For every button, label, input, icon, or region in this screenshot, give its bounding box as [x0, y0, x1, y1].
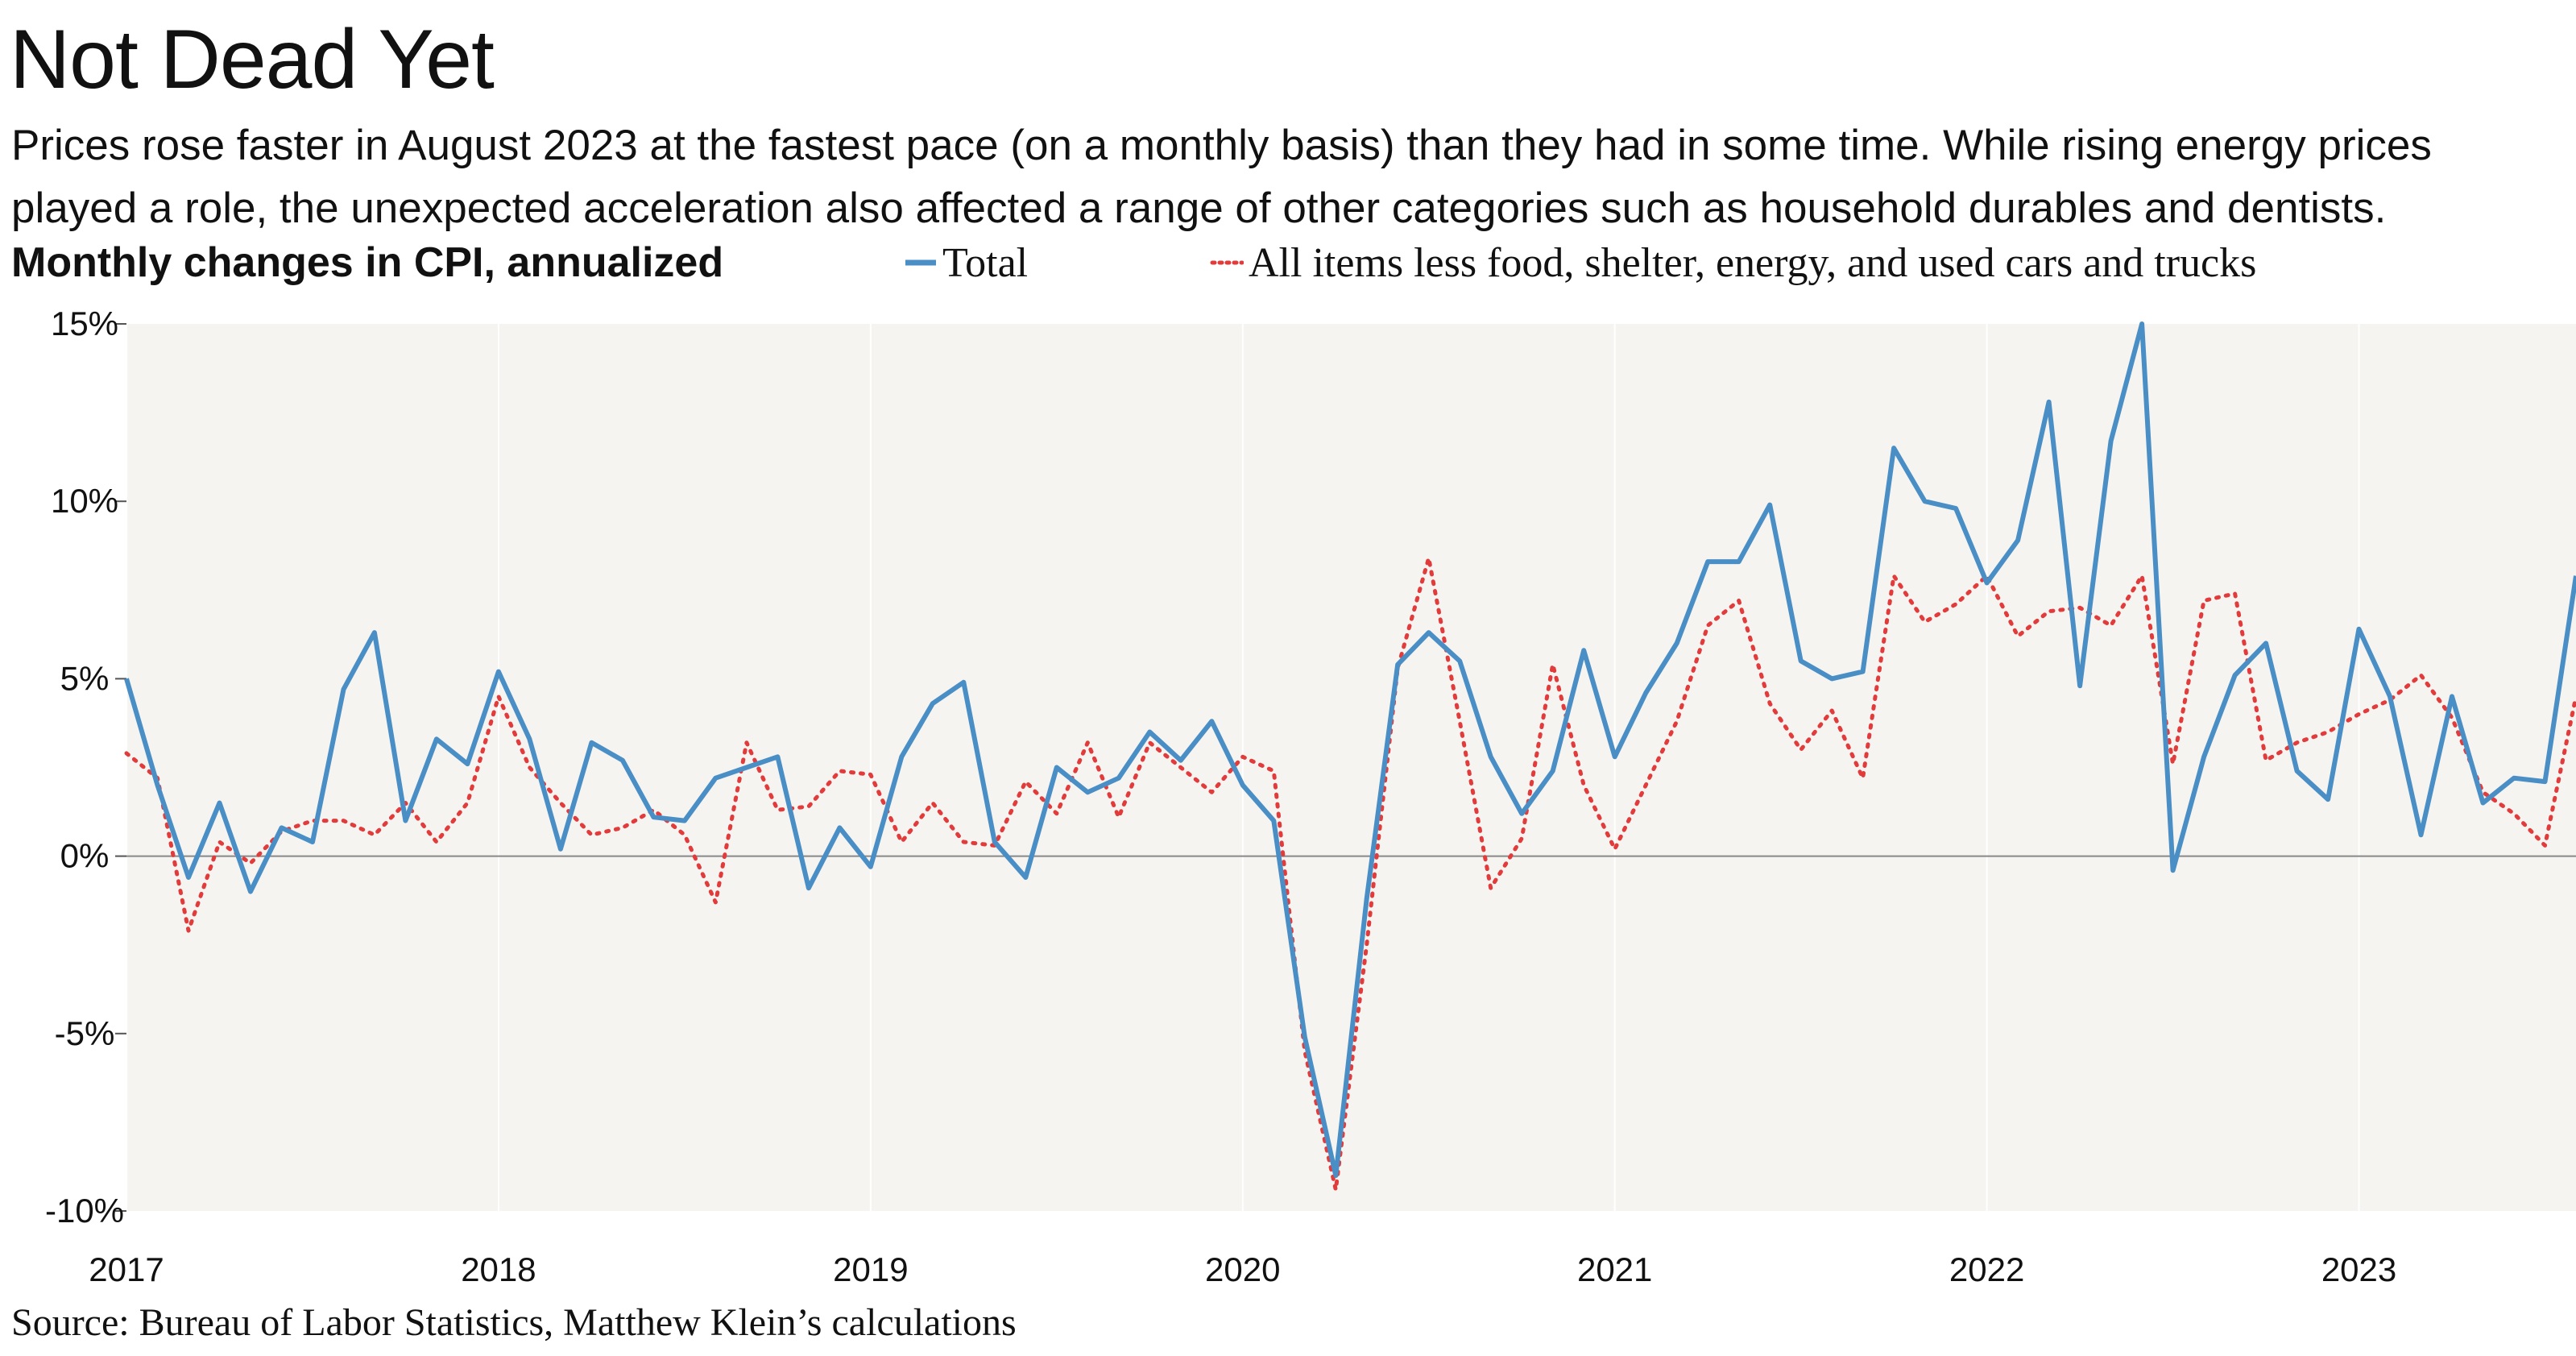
y-tick-label: 15%	[51, 305, 118, 342]
x-tick-label: 2021	[1577, 1250, 1652, 1288]
legend-label-core: All items less food, shelter, energy, an…	[1249, 239, 2257, 286]
legend-label-total: Total	[942, 239, 1029, 286]
series-line-core	[124, 556, 2576, 1192]
y-tick-label: -5%	[55, 1014, 115, 1052]
x-tick-label: 2022	[1949, 1250, 2024, 1288]
series-line-total	[124, 321, 2576, 1178]
x-tick-label: 2018	[461, 1250, 536, 1288]
x-tick-label: 2023	[2321, 1250, 2396, 1288]
y-tick-label: 5%	[60, 659, 110, 697]
chart-subtitle: Prices rose faster in August 2023 at the…	[11, 122, 2432, 232]
y-tick-label: -10%	[45, 1192, 124, 1230]
x-tick-label: 2019	[833, 1250, 908, 1288]
x-tick-label: 2020	[1205, 1250, 1280, 1288]
line-chart: 15% 10% 5% 0% -5% -10% 2017 2018 2019 2020 2021 202…	[45, 305, 2576, 1288]
source-note: Source: Bureau of Labor Statistics, Matt…	[11, 1301, 1017, 1344]
chart-series-label: Monthly changes in CPI, annualized	[11, 239, 724, 286]
chart-title: Not Dead Yet	[10, 13, 495, 106]
y-tick-label: 10%	[51, 482, 118, 520]
legend-item-core: All items less food, shelter, energy, an…	[1210, 235, 2256, 290]
legend-line-dotted-icon	[1210, 260, 1244, 265]
y-tick-label: 0%	[60, 837, 110, 875]
legend-item-total: Total	[904, 235, 1028, 290]
legend-line-solid-icon	[905, 259, 936, 266]
x-tick-label: 2017	[89, 1250, 164, 1288]
